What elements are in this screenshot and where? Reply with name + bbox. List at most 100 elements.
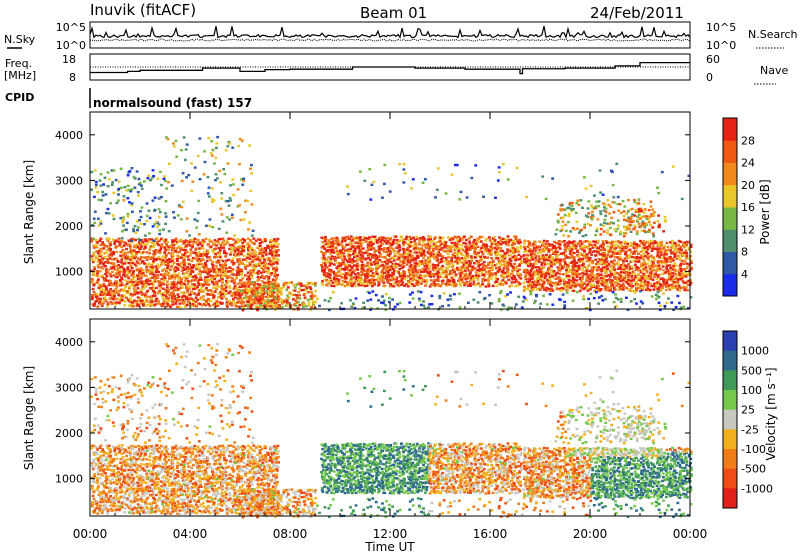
heat-cell xyxy=(164,248,168,252)
heat-cell xyxy=(193,218,197,221)
heat-cell xyxy=(137,304,141,307)
heat-cell xyxy=(323,268,327,271)
heat-cell xyxy=(247,275,250,278)
heat-cell xyxy=(555,250,559,253)
heat-cell xyxy=(177,240,181,243)
heat-cell xyxy=(176,298,180,302)
heat-cell xyxy=(340,276,344,279)
heat-cell xyxy=(540,257,543,260)
heat-cell xyxy=(558,261,562,264)
heat-cell xyxy=(407,251,410,254)
heat-cell xyxy=(326,280,330,283)
heat-cell xyxy=(250,290,254,293)
heat-cell xyxy=(515,246,519,249)
heat-cell xyxy=(189,275,193,278)
heat-cell xyxy=(357,274,361,277)
heat-cell xyxy=(371,242,375,246)
heat-cell xyxy=(619,287,622,291)
heat-cell xyxy=(361,263,365,266)
heat-cell xyxy=(137,177,141,181)
heat-cell xyxy=(287,296,291,299)
heat-cell xyxy=(390,284,394,288)
heat-cell xyxy=(603,253,606,256)
heat-cell xyxy=(523,248,527,251)
heat-cell xyxy=(531,264,535,267)
heat-cell xyxy=(178,255,182,259)
heat-cell xyxy=(537,260,541,264)
heat-cell xyxy=(464,269,467,272)
heat-cell xyxy=(271,258,275,261)
heat-cell xyxy=(528,259,532,262)
heat-cell xyxy=(640,275,643,278)
heat-cell xyxy=(232,292,236,296)
heat-cell xyxy=(355,252,359,256)
heat-cell xyxy=(168,275,172,278)
heat-cell xyxy=(154,271,158,274)
heat-cell xyxy=(370,277,374,281)
heat-cell xyxy=(532,271,536,275)
heat-cell xyxy=(689,266,693,269)
heat-cell xyxy=(161,274,165,277)
heat-cell xyxy=(98,179,102,182)
heat-cell xyxy=(566,241,570,244)
heat-cell xyxy=(372,247,376,250)
heat-cell xyxy=(215,244,218,247)
heat-cell xyxy=(474,284,477,287)
heat-cell xyxy=(327,282,331,285)
heat-cell xyxy=(592,266,596,269)
heat-cell xyxy=(657,286,661,289)
heat-cell xyxy=(109,241,112,244)
heat-cell xyxy=(106,207,110,211)
heat-cell xyxy=(343,267,347,270)
heat-cell xyxy=(326,275,330,278)
heat-cell xyxy=(245,288,249,291)
heat-cell xyxy=(344,239,347,242)
heat-cell xyxy=(601,279,604,283)
heat-cell xyxy=(470,265,473,268)
heat-cell xyxy=(602,263,606,266)
heat-cell xyxy=(232,262,236,265)
heat-cell xyxy=(212,268,216,271)
heat-cell xyxy=(514,267,518,270)
heat-cell xyxy=(223,249,226,252)
heat-cell xyxy=(280,305,284,309)
heat-cell xyxy=(438,253,442,256)
heat-cell xyxy=(464,242,468,245)
heat-cell xyxy=(382,266,385,270)
heat-cell xyxy=(93,221,97,225)
noise-sky-line xyxy=(89,25,691,40)
heat-cell xyxy=(148,252,152,255)
heat-cell xyxy=(438,268,441,271)
heat-cell xyxy=(444,282,448,286)
heat-cell xyxy=(107,247,111,250)
heat-cell xyxy=(550,248,553,251)
heat-cell xyxy=(96,279,100,283)
heat-cell xyxy=(166,273,169,277)
heat-cell xyxy=(354,245,358,248)
heat-cell xyxy=(380,236,383,239)
heat-cell xyxy=(378,251,381,254)
heat-cell xyxy=(445,280,449,283)
heat-cell xyxy=(388,268,392,272)
heat-cell xyxy=(511,269,515,272)
heat-cell xyxy=(118,274,121,277)
heat-cell xyxy=(166,263,170,266)
heat-cell xyxy=(564,250,567,253)
heat-cell xyxy=(176,259,179,262)
heat-cell xyxy=(181,266,185,269)
heat-cell xyxy=(152,242,156,246)
heat-cell xyxy=(173,277,177,280)
heat-cell xyxy=(674,281,678,284)
heat-cell xyxy=(348,264,352,267)
heat-cell xyxy=(534,273,537,277)
heat-cell xyxy=(237,263,241,266)
heat-cell xyxy=(249,283,252,286)
heat-cell xyxy=(144,285,148,288)
heat-cell xyxy=(126,292,129,295)
heat-cell xyxy=(127,277,131,280)
heat-cell xyxy=(268,245,272,248)
heat-cell xyxy=(545,240,549,243)
heat-cell xyxy=(243,240,247,243)
heat-cell xyxy=(220,213,224,216)
heat-cell xyxy=(536,282,539,285)
